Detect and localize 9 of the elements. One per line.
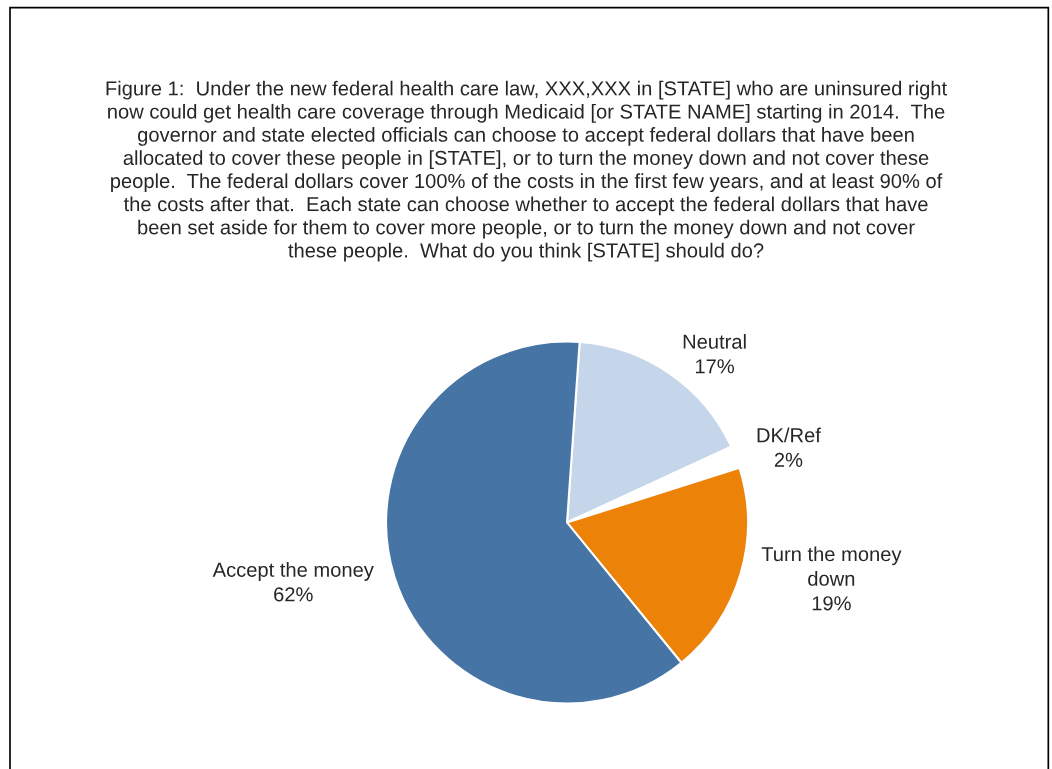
data-label: 2% xyxy=(774,452,803,467)
slice-label: Accept the money xyxy=(212,562,374,581)
slice-label: Neutral xyxy=(683,334,746,349)
data-label: 62% xyxy=(274,587,313,602)
slice-label: DK/Ref xyxy=(757,427,821,443)
slice-label: Turn the money down xyxy=(761,546,902,586)
data-label: 17% xyxy=(695,359,734,374)
chart-title: Figure 1: Under the new federal health care law, XXX,XXX in [STATE] who are uninsured right now could get health care coverage through Medicaid [or STATE NAME] starting in 2014. The governor and state elected officials can choose to accept federal dollars that have been allocated to cover these people in [STATE], or to turn the money down and not cover these people. The federal dollars cover 100% of the costs in the first few years, and at least 90% of the costs after that. Each state can choose whether to accept the federal dollars that have been set aside for them to cover more people, or to turn the money down and not cover these people. What do you think [STATE] should do? xyxy=(106,80,947,262)
data-label: 19% xyxy=(812,596,851,611)
